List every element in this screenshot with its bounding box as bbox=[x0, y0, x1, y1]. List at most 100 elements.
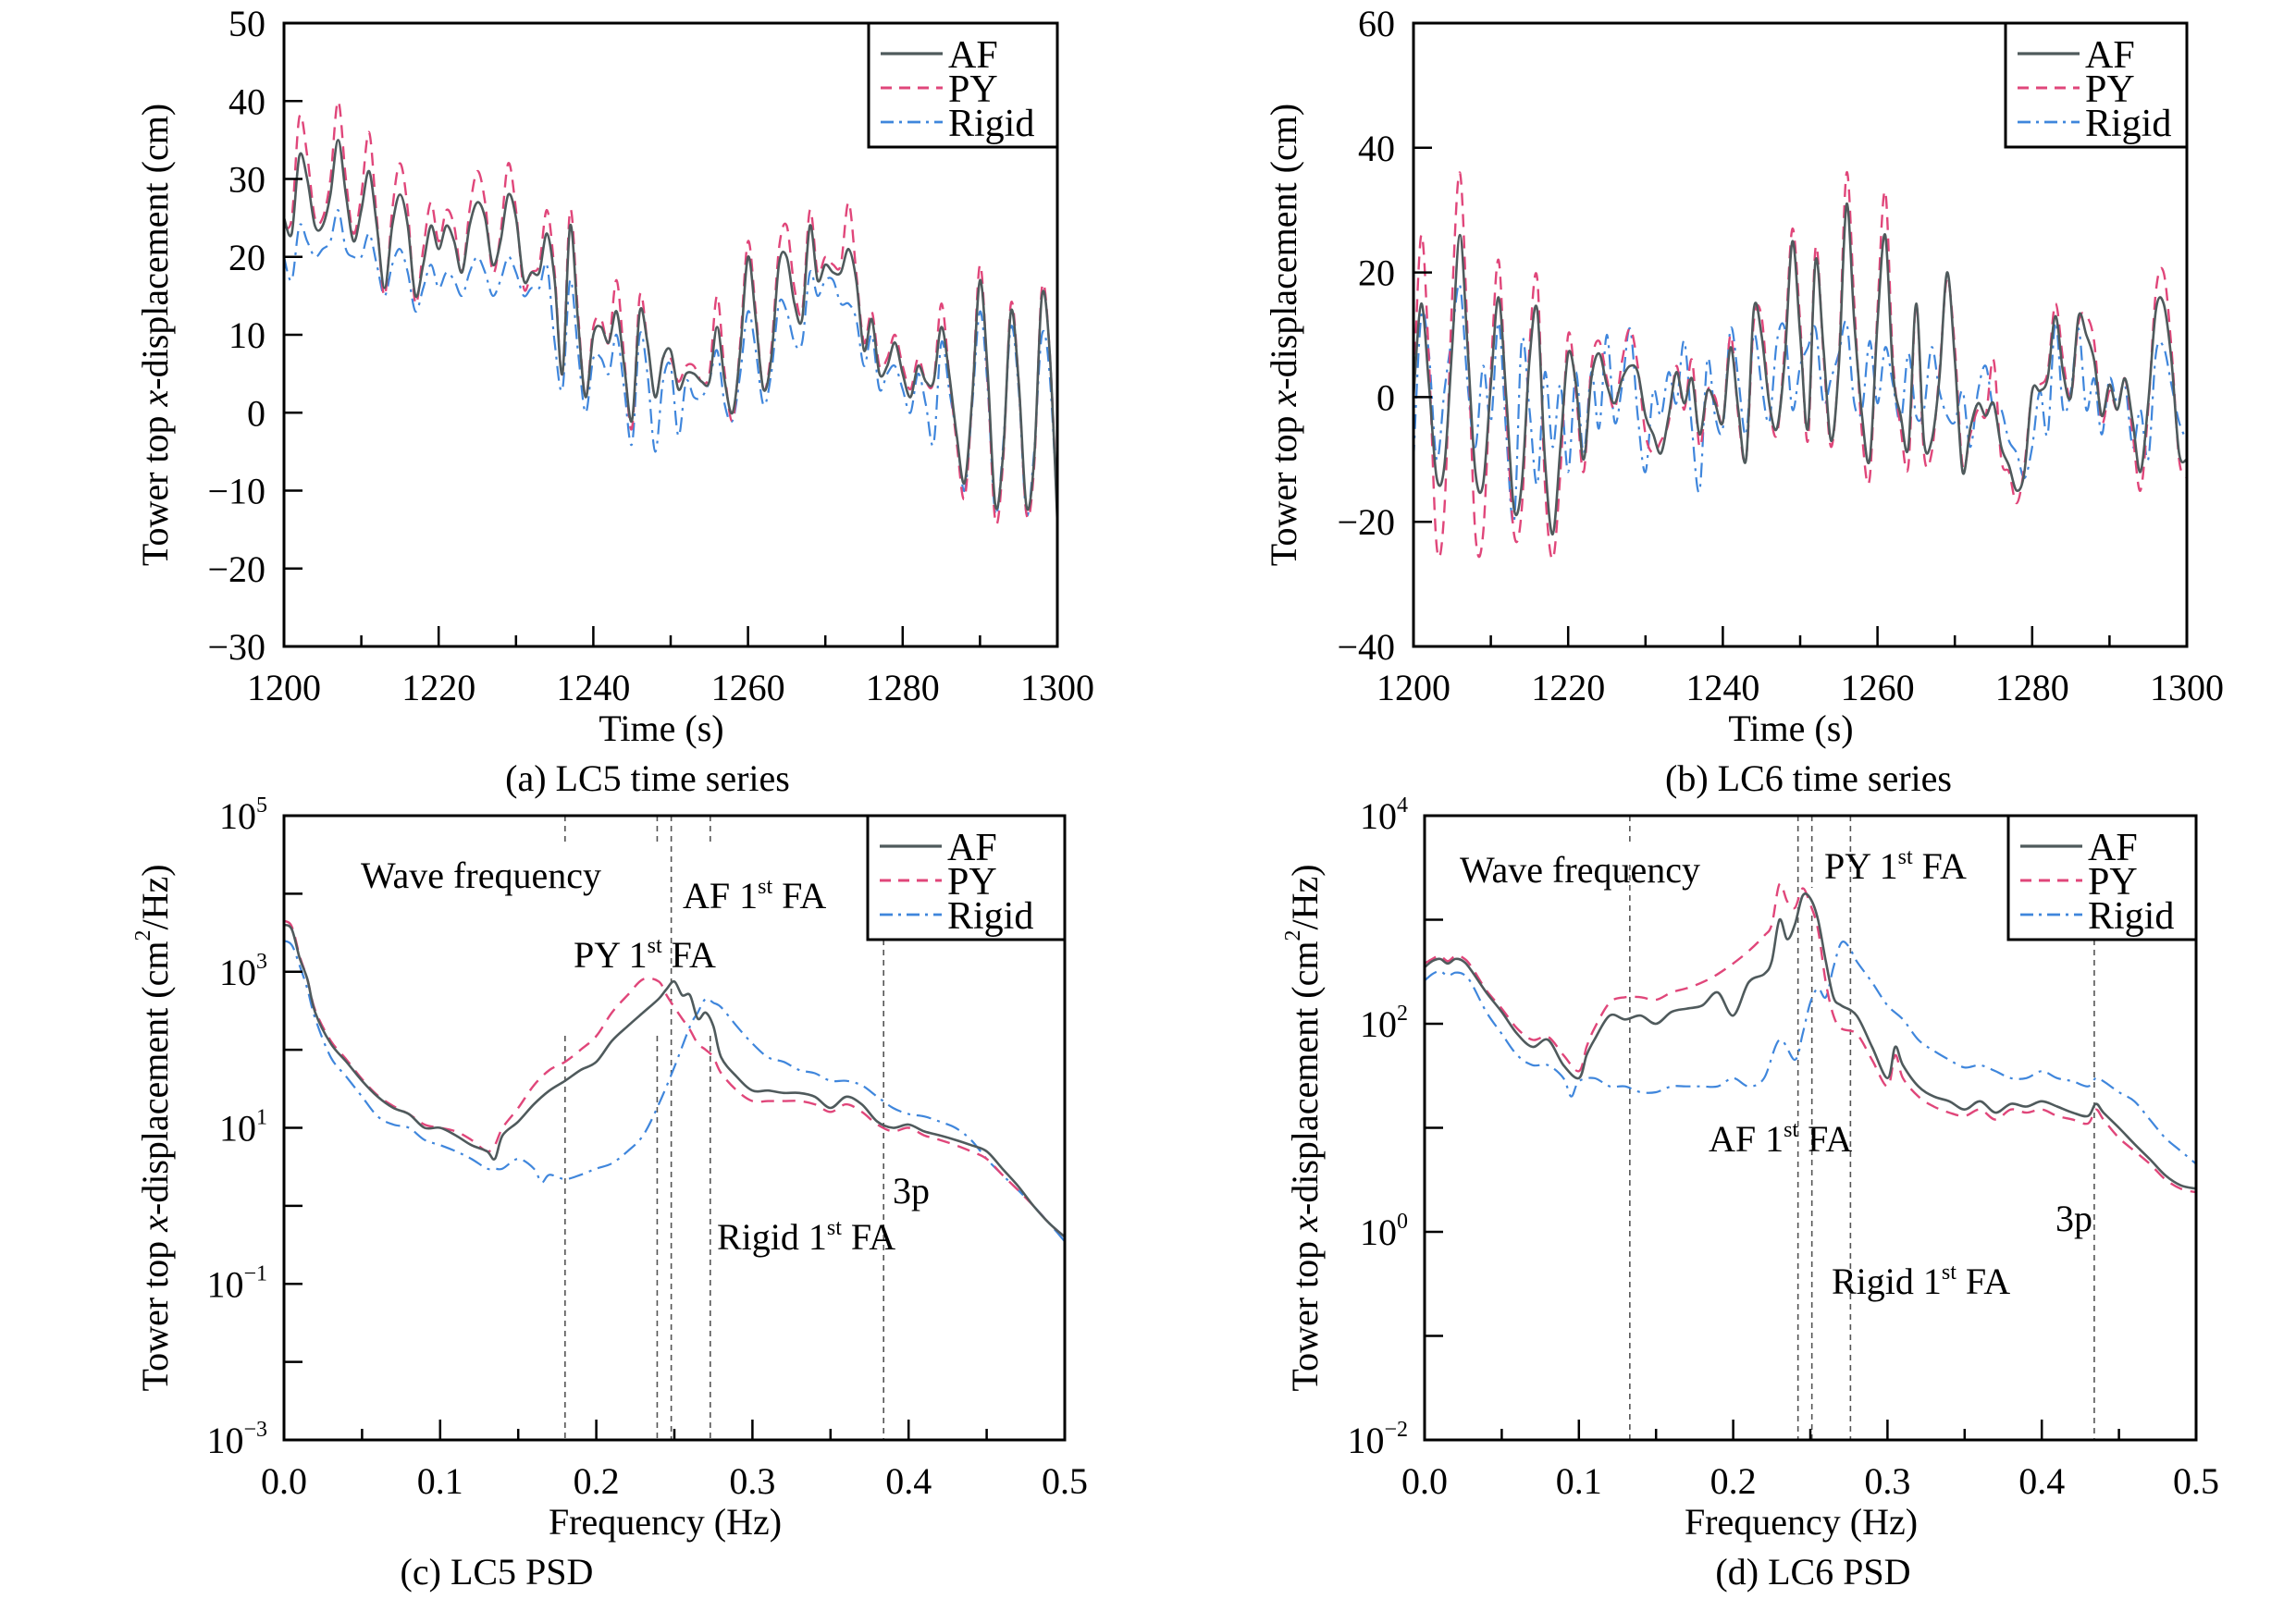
y-tick-label: 10−1 bbox=[206, 1261, 267, 1305]
x-axis-title: Frequency (Hz) bbox=[1685, 1501, 1918, 1543]
series-py-line bbox=[284, 919, 1065, 1238]
panel-c: 0.0 0.1 0.2 0.3 0.4 0.5 10−3 10−1 101 103 105 Frequ… bbox=[131, 793, 1089, 1593]
annotation-label: PY 1st FA bbox=[1824, 845, 1967, 887]
x-tick-label: 0.4 bbox=[2018, 1460, 2065, 1502]
x-tick-label: 0.4 bbox=[885, 1460, 932, 1502]
x-tick-label: 0.0 bbox=[1401, 1460, 1448, 1502]
y-tick-label: 20 bbox=[228, 237, 265, 278]
x-tick-label: 1260 bbox=[711, 667, 785, 708]
series-af-line bbox=[1425, 892, 2196, 1190]
y-tick-label: 100 bbox=[1360, 1210, 1408, 1253]
x-tick-label: 1200 bbox=[1376, 667, 1450, 708]
legend-label-af: AF bbox=[948, 34, 998, 77]
x-tick-label: 1300 bbox=[2150, 667, 2224, 708]
annotation-label: AF 1st FA bbox=[683, 875, 826, 916]
annotation-label: 3p bbox=[893, 1170, 930, 1212]
x-tick-label: 1240 bbox=[556, 667, 630, 708]
y-axis-title: Tower top x-displacement (cm) bbox=[134, 104, 176, 566]
y-axis-title: Tower top x-displacement (cm2/Hz) bbox=[131, 864, 177, 1391]
y-tick-label: 0 bbox=[1376, 376, 1395, 418]
annotation-label: Wave frequency bbox=[1460, 849, 1700, 891]
y-tick-label: −10 bbox=[207, 471, 265, 512]
x-tick-label: 1240 bbox=[1685, 667, 1759, 708]
series-af-line bbox=[1413, 203, 2187, 536]
x-axis-title: Time (s) bbox=[1728, 707, 1853, 749]
y-tick-label: −30 bbox=[207, 626, 265, 668]
series-rigid-line bbox=[1413, 282, 2187, 525]
x-tick-label: 0.1 bbox=[417, 1460, 463, 1502]
x-tick-label: 1220 bbox=[401, 667, 475, 708]
y-tick-label: 40 bbox=[1358, 128, 1395, 169]
annotation-label: Rigid 1st FA bbox=[717, 1216, 895, 1258]
y-tick-label: 10−2 bbox=[1347, 1418, 1408, 1461]
x-tick-label: 0.1 bbox=[1556, 1460, 1602, 1502]
x-tick-label: 1280 bbox=[1995, 667, 2069, 708]
series-rigid-line bbox=[284, 209, 1057, 517]
y-tick-label: 104 bbox=[1360, 793, 1408, 837]
x-tick-label: 1200 bbox=[247, 667, 321, 708]
panel-d: 0.0 0.1 0.2 0.3 0.4 0.5 10−2 100 102 104 Frequency… bbox=[1281, 793, 2220, 1593]
series-rigid-line bbox=[1425, 941, 2196, 1165]
y-tick-label: 102 bbox=[1360, 1002, 1408, 1045]
x-tick-label: 1300 bbox=[1020, 667, 1094, 708]
series-group bbox=[284, 919, 1065, 1243]
y-axis-title: Tower top x-displacement (cm2/Hz) bbox=[1281, 864, 1327, 1391]
y-tick-label: 0 bbox=[247, 392, 265, 434]
y-tick-label: 20 bbox=[1358, 252, 1395, 294]
x-tick-label: 0.3 bbox=[729, 1460, 775, 1502]
panel-caption: (b) LC6 time series bbox=[1665, 757, 1952, 799]
panel-caption: (d) LC6 PSD bbox=[1715, 1551, 1910, 1593]
y-tick-label: 40 bbox=[228, 80, 265, 122]
series-rigid-line bbox=[284, 940, 1065, 1243]
legend-label-py: PY bbox=[2088, 861, 2138, 904]
legend-label-py: PY bbox=[948, 68, 998, 111]
x-tick-label: 1260 bbox=[1841, 667, 1915, 708]
x-tick-label: 0.0 bbox=[261, 1460, 307, 1502]
x-tick-label: 0.5 bbox=[1042, 1460, 1088, 1502]
x-tick-label: 0.2 bbox=[574, 1460, 620, 1502]
annotation-label: AF 1st FA bbox=[1709, 1118, 1852, 1160]
x-tick-label: 0.5 bbox=[2173, 1460, 2219, 1502]
legend-label-rigid: Rigid bbox=[2085, 103, 2171, 145]
legend-label-af: AF bbox=[2088, 827, 2138, 869]
y-tick-label: 60 bbox=[1358, 3, 1395, 44]
series-group bbox=[284, 100, 1057, 525]
legend-label-af: AF bbox=[2085, 34, 2135, 77]
annotation-label: Rigid 1st FA bbox=[1832, 1261, 2010, 1302]
annotation-label: Wave frequency bbox=[361, 855, 601, 896]
y-tick-label: −20 bbox=[207, 548, 265, 590]
legend-label-rigid: Rigid bbox=[948, 103, 1034, 145]
x-tick-label: 0.2 bbox=[1710, 1460, 1757, 1502]
series-group bbox=[1413, 171, 2187, 560]
x-tick-label: 1280 bbox=[866, 667, 940, 708]
series-af-line bbox=[284, 139, 1057, 523]
annotation-label: 3p bbox=[2055, 1198, 2092, 1239]
y-tick-label: 105 bbox=[219, 793, 267, 837]
panel-caption: (c) LC5 PSD bbox=[401, 1551, 594, 1593]
y-axis-title: Tower top x-displacement (cm) bbox=[1263, 104, 1304, 566]
y-tick-label: 10 bbox=[228, 314, 265, 356]
annotation-label: PY 1st FA bbox=[574, 934, 716, 976]
legend-label-rigid: Rigid bbox=[947, 895, 1033, 938]
x-axis-title: Frequency (Hz) bbox=[549, 1501, 782, 1543]
panel-caption: (a) LC5 time series bbox=[505, 757, 790, 799]
legend-label-af: AF bbox=[947, 827, 997, 869]
panel-a: 1200 1220 1240 1260 1280 1300 −30 −20 −10 0 10 20 30… bbox=[134, 3, 1094, 799]
y-tick-label: −40 bbox=[1337, 626, 1395, 668]
y-tick-label: 50 bbox=[228, 3, 265, 44]
y-tick-label: 103 bbox=[219, 950, 267, 993]
series-group bbox=[1425, 882, 2196, 1194]
y-tick-label: 101 bbox=[219, 1106, 267, 1150]
series-py-line bbox=[1425, 882, 2196, 1194]
y-tick-label: 10−3 bbox=[206, 1418, 267, 1461]
series-af-line bbox=[284, 923, 1065, 1238]
legend-label-py: PY bbox=[947, 861, 997, 904]
series-py-line bbox=[284, 100, 1057, 525]
y-tick-label: −20 bbox=[1337, 501, 1395, 543]
y-tick-label: 30 bbox=[228, 159, 265, 201]
